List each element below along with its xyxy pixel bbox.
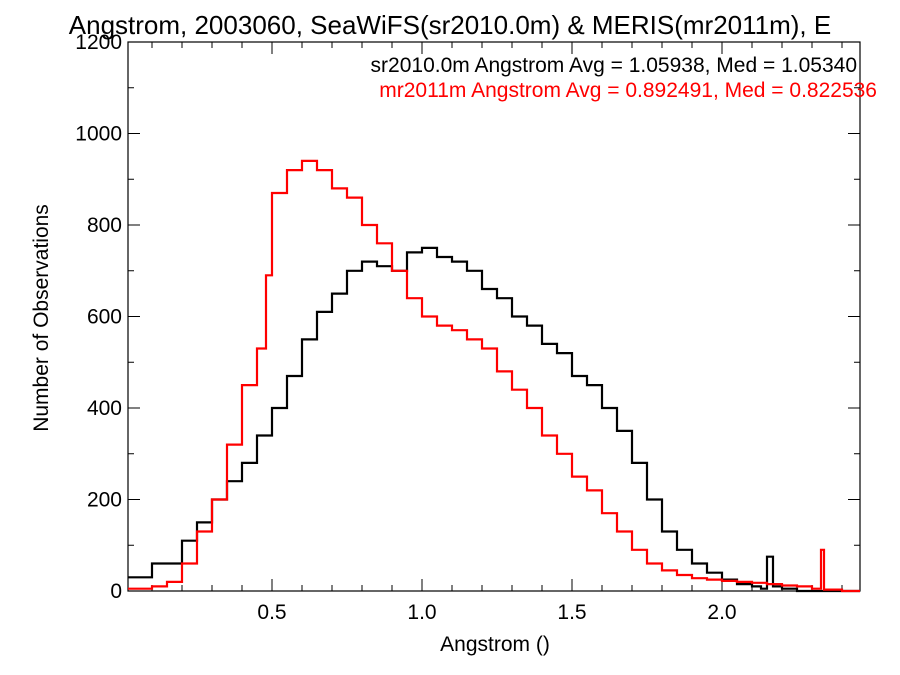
y-tick-label: 600 (87, 306, 122, 329)
legend-entry-mr2011: mr2011m Angstrom Avg = 0.892491, Med = 0… (379, 79, 877, 102)
y-tick-label: 0 (110, 580, 122, 603)
y-tick-label: 1000 (75, 123, 122, 146)
series-line-sr2010 (128, 246, 860, 593)
x-tick-label: 1.0 (407, 601, 436, 624)
plot-area: 0.5 1.0 1.5 2.0 0 200 400 600 800 1000 1200 (75, 31, 861, 624)
x-tick-label: 0.5 (257, 601, 286, 624)
y-tick-label: 200 (87, 489, 122, 512)
legend-entry-sr2010: sr2010.0m Angstrom Avg = 1.05938, Med = … (371, 54, 857, 77)
y-tick-label: 1200 (75, 31, 122, 54)
x-tick-label: 2.0 (707, 601, 736, 624)
y-axis-label: Number of Observations (30, 204, 53, 432)
chart-title: Angstrom, 2003060, SeaWiFS(sr2010.0m) & … (69, 10, 831, 40)
plot-frame (127, 41, 861, 592)
series-line-mr2011 (128, 159, 860, 593)
y-tick-label: 400 (87, 397, 122, 420)
x-tick-label: 1.5 (557, 601, 586, 624)
y-tick-label: 800 (87, 214, 122, 237)
x-axis-label: Angstrom () (440, 633, 550, 656)
